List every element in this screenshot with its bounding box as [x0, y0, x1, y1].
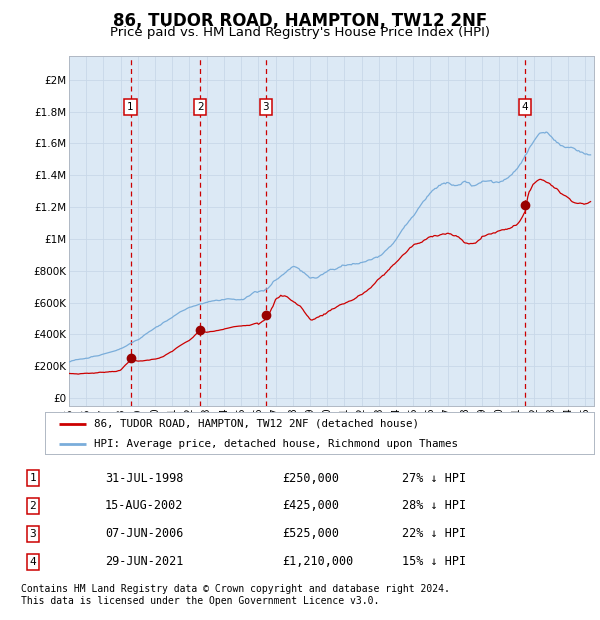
Text: Contains HM Land Registry data © Crown copyright and database right 2024.: Contains HM Land Registry data © Crown c… — [21, 584, 450, 594]
Text: 28% ↓ HPI: 28% ↓ HPI — [402, 500, 466, 512]
Text: HPI: Average price, detached house, Richmond upon Thames: HPI: Average price, detached house, Rich… — [94, 439, 458, 449]
Text: £425,000: £425,000 — [282, 500, 339, 512]
Text: 29-JUN-2021: 29-JUN-2021 — [105, 556, 184, 568]
Text: £525,000: £525,000 — [282, 528, 339, 540]
Text: 22% ↓ HPI: 22% ↓ HPI — [402, 528, 466, 540]
Text: 2: 2 — [29, 501, 37, 511]
Text: 86, TUDOR ROAD, HAMPTON, TW12 2NF (detached house): 86, TUDOR ROAD, HAMPTON, TW12 2NF (detac… — [94, 418, 419, 428]
Text: 07-JUN-2006: 07-JUN-2006 — [105, 528, 184, 540]
Text: 2: 2 — [197, 102, 203, 112]
Text: 86, TUDOR ROAD, HAMPTON, TW12 2NF: 86, TUDOR ROAD, HAMPTON, TW12 2NF — [113, 12, 487, 30]
Text: 15-AUG-2002: 15-AUG-2002 — [105, 500, 184, 512]
Text: This data is licensed under the Open Government Licence v3.0.: This data is licensed under the Open Gov… — [21, 596, 379, 606]
Text: 4: 4 — [521, 102, 528, 112]
Text: 15% ↓ HPI: 15% ↓ HPI — [402, 556, 466, 568]
Text: 3: 3 — [263, 102, 269, 112]
Text: 1: 1 — [29, 473, 37, 483]
Text: 1: 1 — [127, 102, 134, 112]
Text: 4: 4 — [29, 557, 37, 567]
Text: £1,210,000: £1,210,000 — [282, 556, 353, 568]
Text: 3: 3 — [29, 529, 37, 539]
Text: 31-JUL-1998: 31-JUL-1998 — [105, 472, 184, 484]
Text: Price paid vs. HM Land Registry's House Price Index (HPI): Price paid vs. HM Land Registry's House … — [110, 26, 490, 39]
Text: £250,000: £250,000 — [282, 472, 339, 484]
Text: 27% ↓ HPI: 27% ↓ HPI — [402, 472, 466, 484]
